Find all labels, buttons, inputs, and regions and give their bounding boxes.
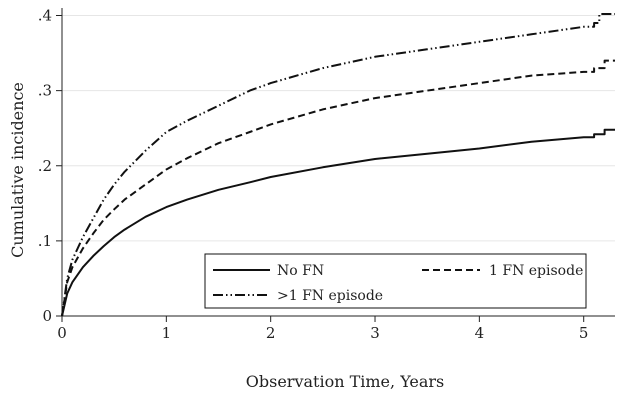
y-tick-label-2: .2 [38, 157, 52, 175]
legend-label-gt1-fn-episode: >1 FN episode [277, 288, 383, 304]
y-tick-label-4: .4 [38, 7, 52, 25]
y-tick-label-3: .3 [38, 82, 52, 100]
legend-label-1-fn-episode: 1 FN episode [489, 263, 583, 279]
x-axis-title: Observation Time, Years [246, 372, 444, 391]
axes [61, 8, 615, 317]
x-ticks: 0 1 2 3 4 5 [57, 316, 588, 342]
y-tick-label-1: .1 [38, 232, 52, 250]
x-tick-label-0: 0 [57, 324, 67, 342]
x-tick-label-5: 5 [579, 324, 589, 342]
y-tick-label-0: 0 [42, 307, 52, 325]
x-tick-label-3: 3 [370, 324, 380, 342]
x-tick-label-4: 4 [475, 324, 485, 342]
series-line-0 [61, 128, 615, 317]
legend-label-no-fn: No FN [277, 263, 324, 279]
legend-box [204, 253, 587, 309]
series-lines [61, 13, 615, 317]
series-line-1 [61, 59, 615, 317]
y-axis-title: Cumulative incidence [8, 82, 27, 258]
y-ticks: 0 .1 .2 .3 .4 [38, 7, 62, 325]
legend: No FN 1 FN episode >1 FN episode [204, 253, 587, 309]
gridlines [62, 15, 615, 242]
x-tick-label-2: 2 [266, 324, 276, 342]
x-tick-label-1: 1 [162, 324, 172, 342]
series-line-2 [61, 13, 615, 317]
